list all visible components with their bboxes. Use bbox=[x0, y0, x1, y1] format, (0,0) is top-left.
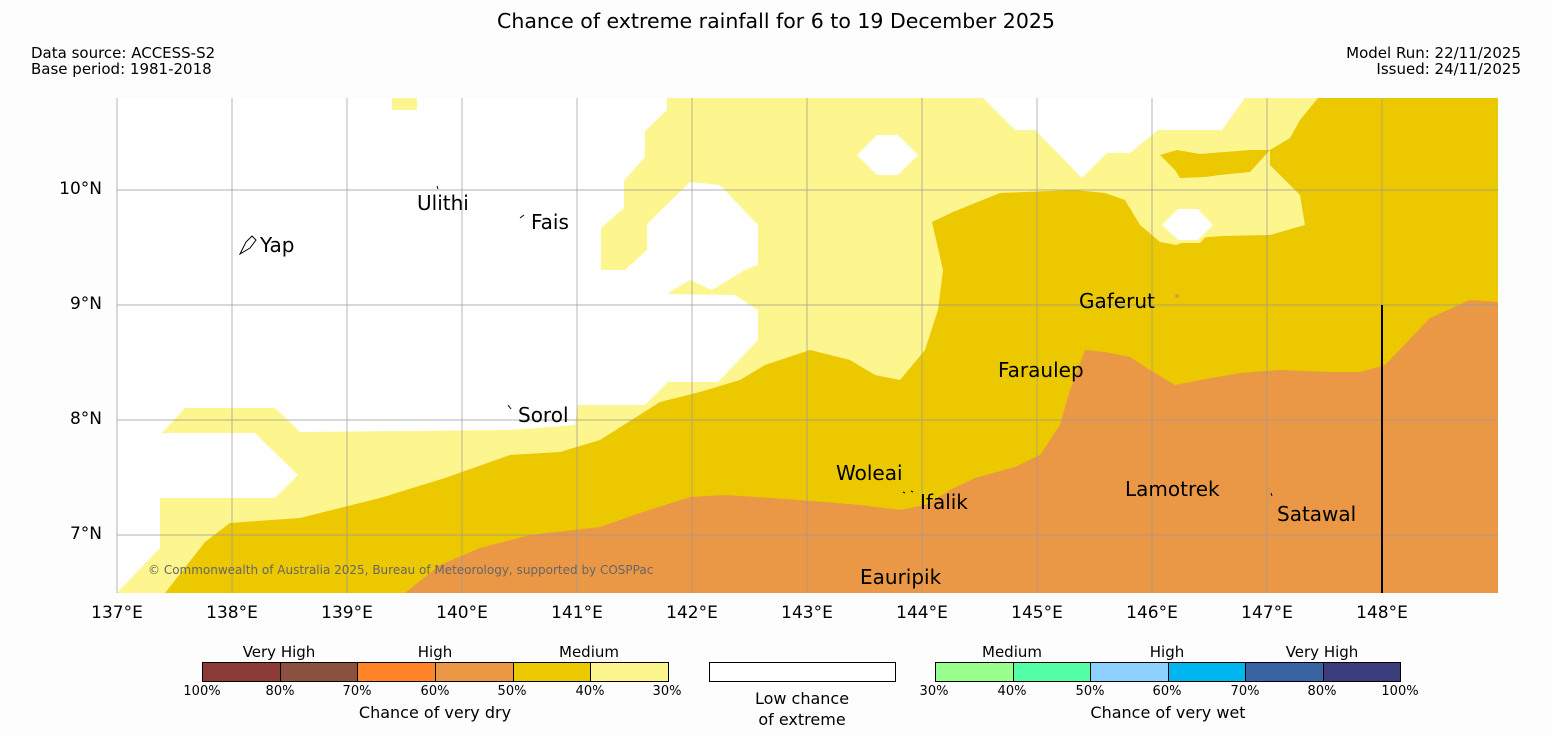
legend-dry-tick: 50% bbox=[497, 684, 527, 699]
lon-label-147e: 147°E bbox=[1241, 603, 1293, 623]
island-label-lamotrek: Lamotrek bbox=[1125, 477, 1220, 501]
legend-dry-tick: 60% bbox=[420, 684, 450, 699]
yap-island-shape bbox=[238, 235, 257, 256]
island-label-sorol: Sorol bbox=[518, 403, 569, 427]
model-run-text: Model Run: 22/11/2025 bbox=[1346, 44, 1521, 62]
zone-medium-light-fragment bbox=[392, 98, 417, 110]
legend-wet-colorbar bbox=[935, 662, 1401, 682]
island-shapes bbox=[238, 185, 1273, 497]
copyright-text: © Commonwealth of Australia 2025, Bureau… bbox=[148, 563, 654, 577]
lon-label-143e: 143°E bbox=[781, 603, 833, 623]
legend-low-caption-line2: of extreme bbox=[758, 710, 846, 729]
legend-wet-swatch bbox=[1323, 663, 1400, 681]
legend-wet-swatch bbox=[1091, 663, 1169, 681]
legend-dry-swatch bbox=[513, 663, 592, 681]
chart-title: Chance of extreme rainfall for 6 to 19 D… bbox=[497, 9, 1055, 33]
legend-low-caption: Low chance of extreme bbox=[702, 688, 902, 730]
legend-wet-swatch bbox=[936, 663, 1014, 681]
lat-label-9n: 9°N bbox=[69, 294, 102, 314]
legend-wet-swatch bbox=[1246, 663, 1324, 681]
legend-low-swatch bbox=[709, 662, 896, 682]
legend-dry-tick: 40% bbox=[575, 684, 605, 699]
legend-dry-swatch bbox=[280, 663, 359, 681]
legend-dry-tick: 80% bbox=[265, 684, 295, 699]
sorol-island-shape bbox=[507, 404, 512, 410]
gaferut-island-shape bbox=[1175, 294, 1179, 298]
island-label-satawal: Satawal bbox=[1277, 502, 1357, 526]
lon-label-146e: 146°E bbox=[1126, 603, 1178, 623]
lon-label-144e: 144°E bbox=[896, 603, 948, 623]
legend-wet-tick: 100% bbox=[1381, 684, 1419, 699]
ulithi-island-shape bbox=[436, 185, 439, 190]
lon-label-148e: 148°E bbox=[1356, 603, 1408, 623]
lon-label-137e: 137°E bbox=[91, 603, 143, 623]
legend-dry-title-high: High bbox=[417, 643, 453, 661]
legend-dry-swatch bbox=[591, 663, 669, 681]
legend-dry-title-very-high: Very High bbox=[242, 643, 316, 661]
lon-label-139e: 139°E bbox=[321, 603, 373, 623]
lat-label-8n: 8°N bbox=[69, 409, 102, 429]
base-period-text: Base period: 1981-2018 bbox=[31, 60, 212, 78]
lon-label-138e: 138°E bbox=[206, 603, 258, 623]
island-label-fais: Fais bbox=[531, 210, 569, 234]
legend-wet-tick: 40% bbox=[997, 684, 1027, 699]
island-label-woleai: Woleai bbox=[836, 461, 903, 485]
legend-dry-tick: 70% bbox=[342, 684, 372, 699]
legend-dry-tick: 100% bbox=[183, 684, 221, 699]
legend-wet-swatch bbox=[1168, 663, 1246, 681]
legend-dry-caption: Chance of very dry bbox=[358, 703, 512, 722]
legend-wet-title-high: High bbox=[1149, 643, 1185, 661]
legend-wet-tick: 60% bbox=[1152, 684, 1182, 699]
island-label-ifalik: Ifalik bbox=[920, 490, 968, 514]
low-hole-2 bbox=[1162, 209, 1213, 240]
legend-dry-swatch bbox=[358, 663, 437, 681]
legend-dry-swatch bbox=[203, 663, 281, 681]
satawal-island-shape bbox=[1270, 492, 1273, 497]
issued-text: Issued: 24/11/2025 bbox=[1376, 60, 1521, 78]
island-label-ulithi: Ulithi bbox=[417, 191, 469, 215]
legend-wet-tick: 70% bbox=[1230, 684, 1260, 699]
legend-wet-tick: 80% bbox=[1307, 684, 1337, 699]
graticule bbox=[116, 98, 1498, 593]
fais-island-shape bbox=[519, 214, 525, 219]
legend-low-caption-line1: Low chance bbox=[754, 689, 850, 708]
legend-dry-title-medium: Medium bbox=[559, 643, 619, 661]
metadata-left: Data source: ACCESS-S2 Base period: 1981… bbox=[31, 45, 215, 77]
legend-dry-swatch bbox=[436, 663, 514, 681]
island-label-faraulep: Faraulep bbox=[998, 358, 1084, 382]
island-label-yap: Yap bbox=[260, 233, 295, 257]
legend-wet-title-very-high: Very High bbox=[1285, 643, 1359, 661]
metadata-right: Model Run: 22/11/2025 Issued: 24/11/2025 bbox=[1346, 45, 1521, 77]
legend-wet-swatch bbox=[1013, 663, 1091, 681]
zone-high-orange bbox=[405, 300, 1498, 593]
legend-dry-tick: 30% bbox=[652, 684, 682, 699]
lon-label-140e: 140°E bbox=[436, 603, 488, 623]
woleai-island-shape bbox=[902, 490, 914, 494]
legend-wet-tick: 30% bbox=[919, 684, 949, 699]
island-label-gaferut: Gaferut bbox=[1079, 289, 1155, 313]
lon-label-142e: 142°E bbox=[666, 603, 718, 623]
data-source-text: Data source: ACCESS-S2 bbox=[31, 44, 216, 62]
lat-label-7n: 7°N bbox=[69, 524, 102, 544]
legend-wet-caption: Chance of very wet bbox=[1090, 703, 1246, 722]
island-label-eauripik: Eauripik bbox=[860, 565, 942, 589]
lon-label-145e: 145°E bbox=[1011, 603, 1063, 623]
legend-wet-title-medium: Medium bbox=[982, 643, 1042, 661]
legend-wet-tick: 50% bbox=[1075, 684, 1105, 699]
lat-label-10n: 10°N bbox=[59, 179, 102, 199]
lon-label-141e: 141°E bbox=[551, 603, 603, 623]
legend-dry-colorbar bbox=[202, 662, 669, 682]
low-hole-1 bbox=[857, 135, 918, 175]
